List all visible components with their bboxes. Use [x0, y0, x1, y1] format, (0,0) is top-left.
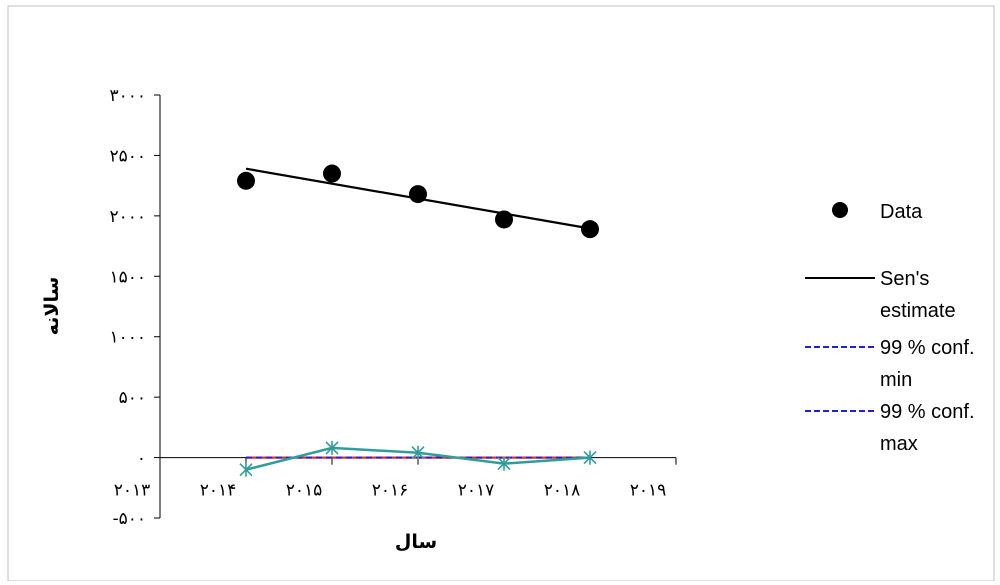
legend-label-conf-min: 99 % conf. min	[880, 337, 980, 391]
y-tick-label: ۲۵۰۰	[109, 146, 146, 166]
legend-label-sens-estimate: Sen's estimate	[880, 268, 956, 322]
legend-label-data: Data	[880, 201, 923, 223]
legend-label-sens-estimate-line1: Sen's	[880, 268, 929, 290]
data-point	[495, 210, 513, 229]
x-tick-label: ۲۰۱۵	[286, 481, 323, 501]
legend-label-conf-min-line1: 99 % conf.	[880, 337, 975, 359]
legend-label-conf-max: 99 % conf. max	[880, 401, 980, 455]
x-tick-label: ۲۰۱۹	[630, 481, 667, 501]
legend-label-sens-estimate-line2: estimate	[880, 300, 956, 322]
x-tick-label: ۲۰۱۶	[372, 481, 409, 501]
x-tick-label: ۲۰۱۸	[544, 481, 581, 501]
legend-marker-data	[832, 202, 848, 218]
x-tick-label: ۲۰۱۷	[458, 481, 495, 501]
legend-item-sens-estimate: Sen's estimate	[805, 268, 956, 322]
chart-border	[7, 5, 995, 582]
teal-x-marker	[325, 440, 339, 455]
y-tick-label: ۰	[137, 449, 146, 469]
x-tick-label: ۲۰۱۳	[114, 481, 151, 501]
data-point	[581, 220, 599, 239]
y-tick-label: ۲۰۰۰	[109, 207, 146, 227]
teal-x-marker	[411, 445, 425, 460]
y-tick-label: ۳۰۰۰	[109, 86, 146, 106]
legend-label-conf-min-line2: min	[880, 369, 912, 391]
teal-x-marker	[497, 456, 511, 471]
x-axis-title: سال	[395, 531, 437, 553]
legend: Data Sen's estimate 99 % conf. min 9	[805, 201, 980, 455]
y-tick-label: -۵۰۰	[112, 509, 146, 529]
legend-label-conf-max-line2: max	[880, 433, 918, 455]
teal-x-marker	[239, 462, 253, 477]
legend-item-data: Data	[832, 201, 923, 223]
teal-x-marker	[583, 450, 597, 465]
data-point	[237, 171, 255, 190]
data-point	[409, 185, 427, 204]
y-tick-label: ۵۰۰	[119, 388, 146, 408]
y-tick-label: ۱۰۰۰	[109, 328, 146, 348]
x-tick-label: ۲۰۱۴	[200, 481, 237, 501]
data-point	[323, 164, 341, 183]
y-tick-label: ۱۵۰۰	[109, 267, 146, 287]
legend-item-conf-min: 99 % conf. min	[805, 337, 980, 391]
legend-item-conf-max: 99 % conf. max	[805, 401, 980, 455]
legend-label-conf-max-line1: 99 % conf.	[880, 401, 975, 423]
series-layer	[237, 164, 599, 477]
y-axis-title: سالانه	[41, 277, 63, 336]
